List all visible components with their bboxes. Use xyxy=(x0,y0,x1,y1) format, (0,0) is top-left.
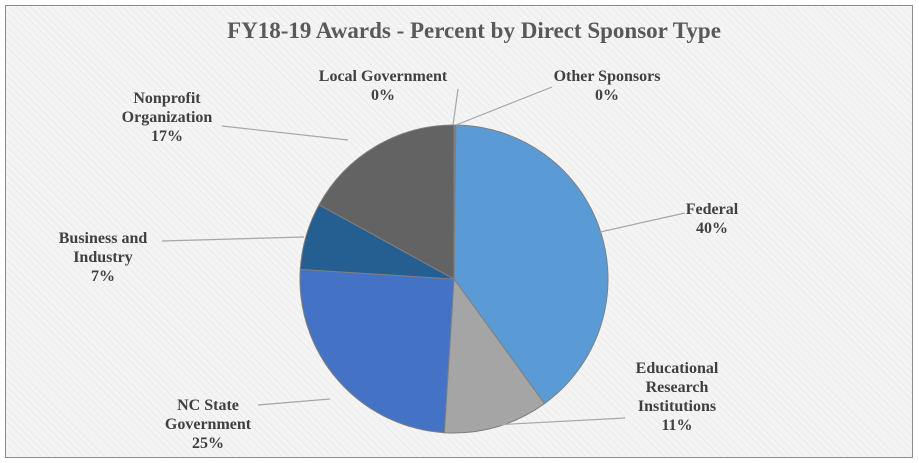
pie-slice-other-sponsors xyxy=(453,124,457,280)
data-label-nc-state-government: NC State Government 25% xyxy=(165,397,252,452)
data-label-local-government: Local Government 0% xyxy=(319,68,448,104)
leader-lines xyxy=(161,86,686,426)
leader-line-nc-state-government xyxy=(257,398,331,406)
pie-slice-nc-state-government xyxy=(299,268,455,434)
data-labels: Federal 40% Educational Research Institution… xyxy=(59,68,739,452)
data-label-federal: Federal 40% xyxy=(686,201,739,237)
data-label-educational-research-institutions: Educational Research Institutions 11% xyxy=(636,360,719,434)
leader-line-nonprofit-organization xyxy=(221,125,349,141)
chart-title: FY18-19 Awards - Percent by Direct Spons… xyxy=(227,18,721,43)
leader-line-federal xyxy=(599,212,686,233)
pie-slices xyxy=(299,124,609,434)
leader-line-local-government xyxy=(452,88,459,126)
leader-line-educational-research-institutions xyxy=(492,417,626,426)
data-label-business-and-industry: Business and Industry 7% xyxy=(59,230,148,285)
data-label-nonprofit-organization: Nonprofit Organization 17% xyxy=(122,90,213,145)
pie-slice-nonprofit-organization xyxy=(318,124,455,280)
leader-line-other-sponsors xyxy=(455,86,553,126)
pie-slice-educational-research-institutions xyxy=(443,277,546,434)
data-label-other-sponsors: Other Sponsors 0% xyxy=(554,68,661,104)
leader-line-business-and-industry xyxy=(161,236,305,242)
